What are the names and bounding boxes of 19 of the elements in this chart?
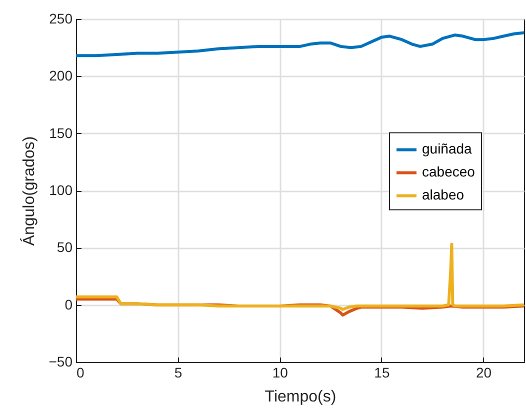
x-tick-label: 0: [76, 364, 84, 380]
y-tick-label: 250: [49, 10, 73, 26]
x-tick-label: 10: [272, 364, 288, 380]
y-tick-label: 100: [49, 182, 73, 198]
x-tick-label: 15: [374, 364, 390, 380]
y-tick-label: 150: [49, 124, 73, 141]
line-series: [76, 31, 524, 58]
legend-label: alabeo: [422, 186, 464, 203]
x-tick-label: 5: [174, 364, 182, 380]
x-tick-label: 20: [476, 364, 492, 380]
y-axis-title: Ángulo(grados): [20, 136, 38, 246]
y-tick-label: −50: [48, 354, 73, 370]
x-axis-title: Tiempo(s): [264, 388, 336, 406]
legend-label: cabeceo: [422, 164, 476, 180]
y-tick-label: 0: [64, 296, 73, 312]
legend-label: guiñada: [422, 140, 472, 157]
y-tick-label: 50: [56, 239, 73, 256]
y-tick-label: 200: [49, 68, 73, 84]
line-series: [76, 242, 524, 311]
